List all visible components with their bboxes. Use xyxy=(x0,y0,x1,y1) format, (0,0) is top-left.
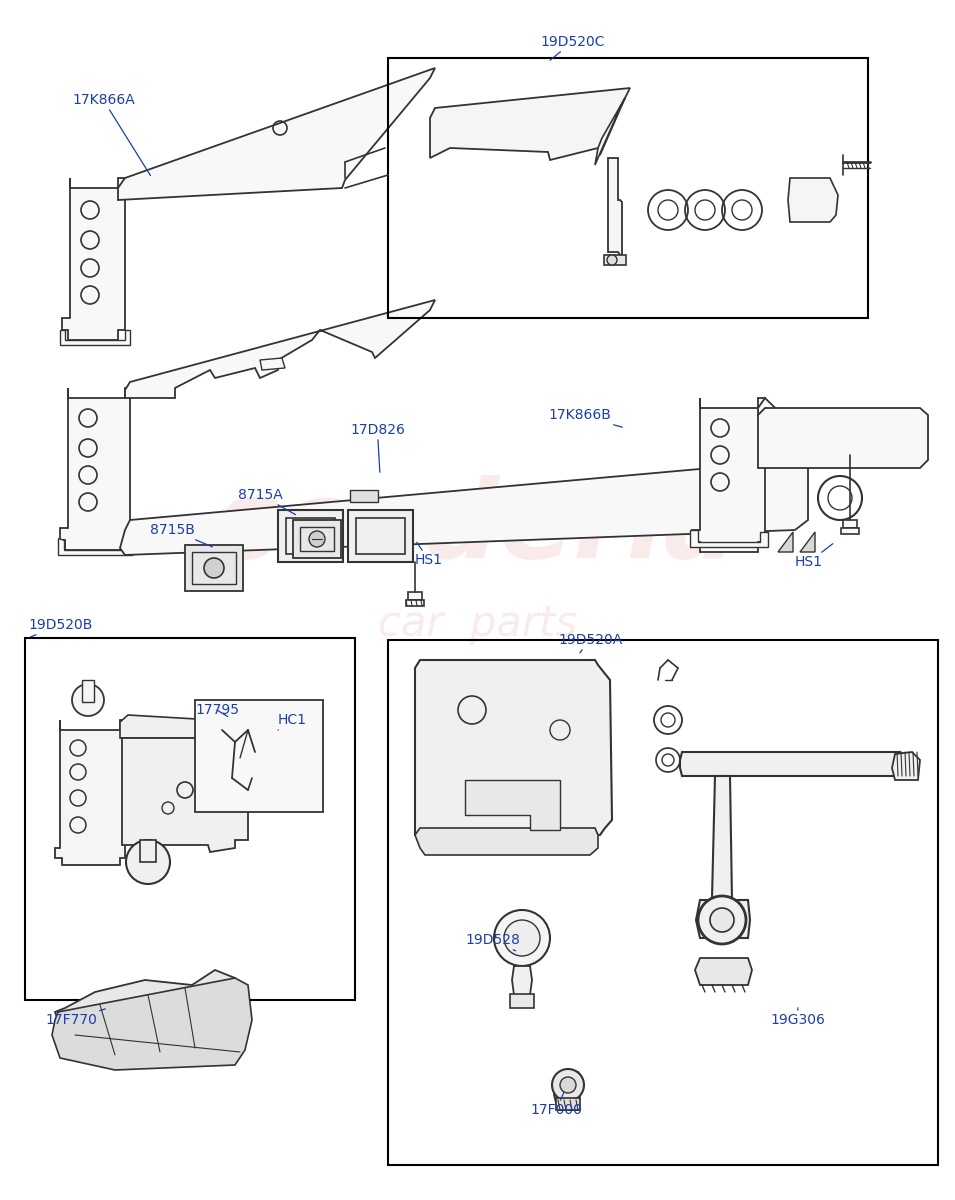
Bar xyxy=(510,994,534,1008)
Circle shape xyxy=(504,920,540,956)
Polygon shape xyxy=(680,752,912,776)
Circle shape xyxy=(309,530,325,547)
Bar xyxy=(140,840,156,862)
Bar xyxy=(841,528,859,534)
Text: 17K866A: 17K866A xyxy=(72,92,151,175)
Polygon shape xyxy=(415,660,612,835)
Polygon shape xyxy=(800,532,815,552)
Polygon shape xyxy=(120,460,808,554)
Text: scuderia: scuderia xyxy=(217,475,738,581)
Text: 17F000: 17F000 xyxy=(530,1092,582,1117)
Text: 19D528: 19D528 xyxy=(465,934,520,950)
Bar xyxy=(356,518,405,554)
Circle shape xyxy=(72,684,104,716)
Bar xyxy=(185,545,243,590)
Bar xyxy=(843,520,857,528)
Polygon shape xyxy=(696,900,750,938)
Polygon shape xyxy=(595,98,625,164)
Circle shape xyxy=(126,840,170,884)
Bar xyxy=(25,638,355,1000)
Polygon shape xyxy=(892,752,920,780)
Text: 17K866B: 17K866B xyxy=(548,408,623,427)
Bar xyxy=(293,520,341,558)
Polygon shape xyxy=(608,158,622,254)
Polygon shape xyxy=(778,532,793,552)
Circle shape xyxy=(494,910,550,966)
Polygon shape xyxy=(415,828,598,854)
Text: 17D826: 17D826 xyxy=(350,422,405,473)
Circle shape xyxy=(204,558,224,578)
Polygon shape xyxy=(122,738,248,852)
Circle shape xyxy=(698,896,746,944)
Bar xyxy=(278,510,343,562)
Text: 19D520A: 19D520A xyxy=(558,634,623,653)
Bar xyxy=(388,640,938,1165)
Polygon shape xyxy=(58,538,132,554)
Bar xyxy=(350,490,378,502)
Bar xyxy=(406,600,424,606)
Bar xyxy=(408,592,422,600)
Text: 19D520C: 19D520C xyxy=(540,35,605,60)
Polygon shape xyxy=(52,978,252,1070)
Polygon shape xyxy=(758,408,928,468)
Polygon shape xyxy=(55,970,235,1048)
Bar xyxy=(192,552,236,584)
Polygon shape xyxy=(55,720,125,865)
Polygon shape xyxy=(695,958,752,985)
Text: HS1: HS1 xyxy=(795,544,833,569)
Bar xyxy=(300,527,334,551)
Polygon shape xyxy=(465,780,560,830)
Text: 8715A: 8715A xyxy=(238,488,296,515)
Bar xyxy=(286,518,335,554)
Polygon shape xyxy=(430,88,630,160)
Polygon shape xyxy=(712,776,732,910)
Polygon shape xyxy=(118,68,435,200)
Polygon shape xyxy=(125,300,435,398)
Circle shape xyxy=(560,1078,576,1093)
Polygon shape xyxy=(554,1072,582,1110)
Circle shape xyxy=(552,1069,584,1102)
Text: 17795: 17795 xyxy=(195,703,239,716)
Bar xyxy=(604,254,626,265)
Bar xyxy=(556,1098,580,1110)
Polygon shape xyxy=(120,715,248,738)
Polygon shape xyxy=(60,388,130,550)
Text: car  parts: car parts xyxy=(378,602,577,646)
Text: 19D520B: 19D520B xyxy=(28,618,93,637)
Bar xyxy=(195,700,323,812)
Bar xyxy=(82,680,94,702)
Polygon shape xyxy=(758,398,808,460)
Text: 19G306: 19G306 xyxy=(770,1008,825,1027)
Text: HC1: HC1 xyxy=(278,713,307,730)
Polygon shape xyxy=(690,530,768,547)
Polygon shape xyxy=(260,358,285,370)
Polygon shape xyxy=(788,178,838,222)
Circle shape xyxy=(607,254,617,265)
Text: 17F770: 17F770 xyxy=(45,1009,105,1027)
Bar xyxy=(348,510,413,562)
Text: HS1: HS1 xyxy=(415,542,443,566)
Text: 8715B: 8715B xyxy=(150,523,212,547)
Bar xyxy=(388,58,868,318)
Polygon shape xyxy=(60,330,130,346)
Polygon shape xyxy=(512,966,532,995)
Polygon shape xyxy=(62,178,125,340)
Polygon shape xyxy=(692,398,765,552)
Circle shape xyxy=(710,908,734,932)
